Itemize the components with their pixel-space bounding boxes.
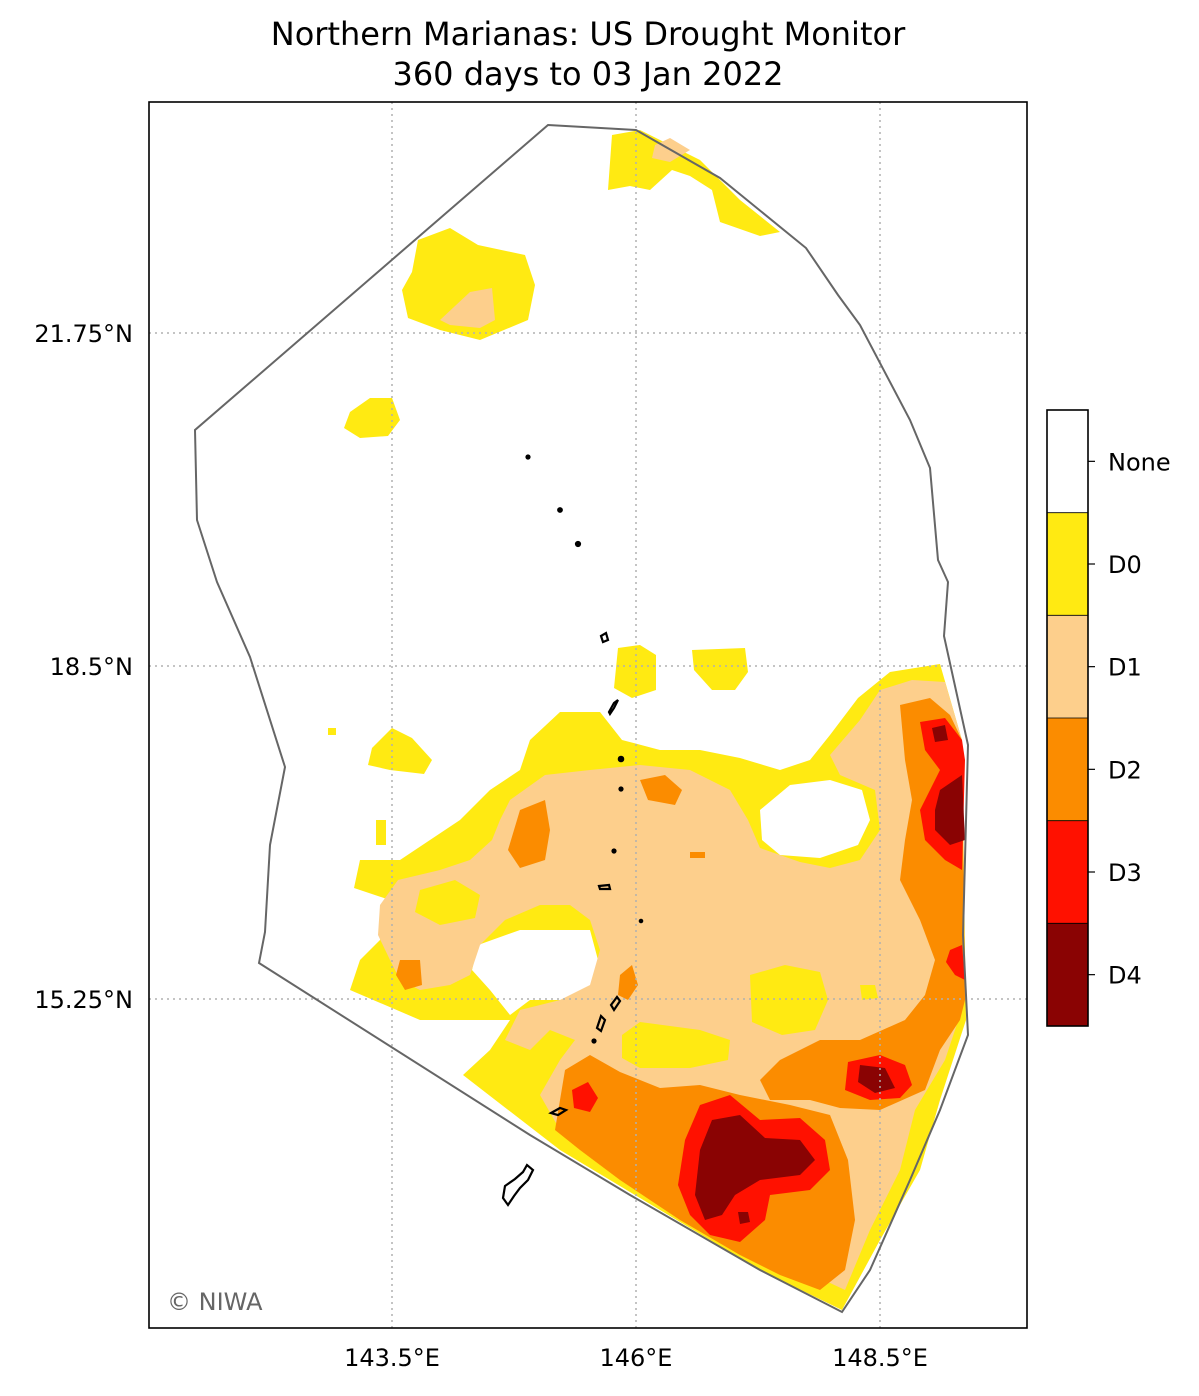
y-axis: 21.75°N 18.5°N 15.25°N: [34, 320, 133, 1014]
d4-region-south: [695, 1115, 815, 1220]
d4-region-south-spot: [738, 1212, 750, 1224]
d2-region-tiny: [690, 852, 705, 858]
d2-region-west: [508, 800, 550, 868]
title-line-2: 360 days to 03 Jan 2022: [392, 55, 784, 93]
colorbar-swatch-none: [1047, 410, 1088, 513]
colorbar-label-d2: D2: [1108, 756, 1142, 784]
island-pagan: [607, 699, 619, 717]
d4-region-east: [935, 775, 965, 845]
d0-hole-in-d1-3: [750, 965, 828, 1035]
none-hole-east: [760, 780, 870, 858]
island-farallon-de-medinilla: [638, 918, 644, 924]
d2-region-small-north: [640, 775, 682, 805]
plot-frame: [148, 101, 1028, 1329]
island-agrihan: [599, 631, 610, 644]
d0-region-tiny-2: [328, 728, 336, 735]
y-tick-label-18-5: 18.5°N: [50, 653, 133, 681]
colorbar-label-d3: D3: [1108, 859, 1142, 887]
colorbar-swatch-d1: [1047, 615, 1088, 718]
d0-hole-in-d1-4: [860, 985, 878, 1000]
d0-region-tiny-1: [376, 820, 386, 845]
d0-region-center-small: [614, 645, 656, 698]
d0-region-north: [608, 130, 780, 236]
island-anatahan: [597, 883, 612, 891]
island-aguijan: [591, 1038, 597, 1044]
d0-region-west-lobe: [368, 728, 432, 774]
title-line-1: Northern Marianas: US Drought Monitor: [270, 15, 906, 53]
d3-region-small-west: [572, 1082, 598, 1112]
map-title: Northern Marianas: US Drought Monitor 36…: [148, 14, 1028, 94]
island-maug: [557, 507, 563, 513]
d0-region-northwest: [402, 228, 535, 340]
d0-hole-in-d1-1: [415, 880, 480, 925]
island-farallon-de-pajaros: [525, 454, 531, 460]
island-guam: [501, 1163, 535, 1207]
colorbar-label-d1: D1: [1108, 654, 1142, 682]
d4-region-east-upper: [932, 725, 948, 742]
colorbar-border: [1046, 409, 1089, 1027]
colorbar-swatch-d0: [1047, 512, 1088, 616]
x-tick-label-148-5: 148.5°E: [832, 1344, 928, 1372]
island-alamagan: [617, 755, 625, 763]
colorbar-label-d4: D4: [1108, 962, 1142, 990]
island-guguan: [618, 786, 624, 792]
island-sarigan: [611, 848, 617, 854]
island-asuncion: [574, 540, 582, 548]
credit-label: © NIWA: [167, 1288, 263, 1316]
colorbar-swatch-d4: [1047, 923, 1088, 1026]
drought-contours: [328, 130, 966, 1310]
none-hole-southwest: [472, 930, 598, 1015]
d0-hole-in-d1-2: [622, 1022, 730, 1068]
d4-region-southeast: [858, 1065, 895, 1093]
d2-region-east: [760, 698, 965, 1110]
d0-region-center-right-small: [692, 648, 748, 690]
y-tick-label-15-25: 15.25°N: [34, 986, 133, 1014]
x-axis: 143.5°E 146°E 148.5°E: [344, 1344, 928, 1372]
eez-boundary: [193, 123, 970, 1314]
x-tick-label-146: 146°E: [600, 1344, 673, 1372]
colorbar-swatch-d3: [1047, 820, 1088, 924]
colorbar-label-d0: D0: [1108, 551, 1142, 579]
d2-region-small-center: [618, 965, 638, 1000]
island-rota: [548, 1106, 569, 1117]
d0-region-west-small: [344, 398, 400, 438]
d1-region-northwest: [440, 288, 495, 328]
y-tick-label-21-75: 21.75°N: [34, 320, 133, 348]
colorbar-legend: None D0 D1 D2 D3 D4: [1046, 409, 1171, 1027]
colorbar-label-none: None: [1108, 448, 1171, 476]
colorbar-swatch-d2: [1047, 718, 1088, 821]
grid: [149, 102, 1027, 1328]
islands: [501, 454, 644, 1207]
island-tinian: [595, 1013, 607, 1033]
d3-region-east-small: [946, 945, 965, 980]
island-saipan: [609, 995, 622, 1013]
x-tick-label-143-5: 143.5°E: [344, 1344, 440, 1372]
d2-region-small-west: [396, 960, 422, 990]
